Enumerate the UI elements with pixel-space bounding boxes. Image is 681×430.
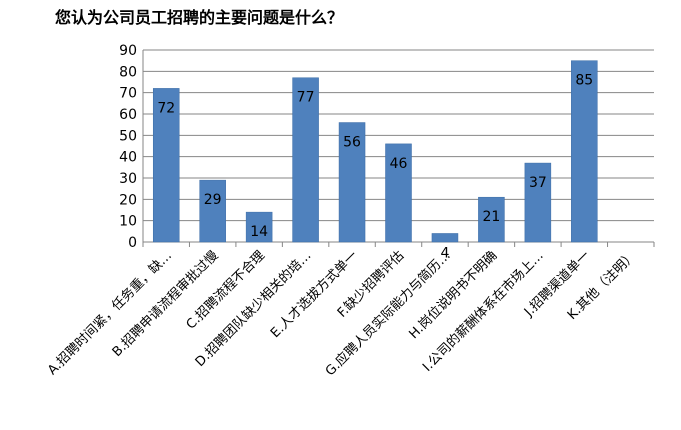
y-tick-label: 70: [119, 86, 137, 102]
data-label: 37: [529, 175, 547, 191]
data-labels: 72 29 14 77 56 46 4 21 37 85: [157, 73, 593, 262]
data-label: 46: [390, 156, 408, 172]
y-tick-label: 0: [128, 235, 137, 251]
bar: [431, 233, 459, 243]
y-tick-label: 90: [119, 43, 137, 59]
bar: [478, 196, 505, 243]
bar: [571, 60, 598, 243]
data-label: 77: [297, 90, 315, 106]
y-tick-label: 10: [119, 214, 137, 230]
y-tick-label: 80: [119, 64, 137, 80]
bar: [292, 77, 319, 243]
y-tick-label: 50: [119, 128, 137, 144]
y-tick-label: 60: [119, 107, 137, 123]
chart-title: 您认为公司员工招聘的主要问题是什么？: [55, 8, 344, 27]
data-label: 56: [343, 135, 361, 151]
x-tick-label: H.岗位说明书不明确: [406, 248, 500, 342]
y-tick-label: 30: [119, 171, 137, 187]
bar: [199, 179, 226, 243]
bars: [152, 60, 598, 243]
x-tick-label: E.人才选拔方式单一: [267, 248, 361, 342]
y-tick-label: 40: [119, 150, 137, 166]
x-axis-labels: A.招聘时间紧，任务重，缺…B.招聘申请流程审批过慢C.招聘流程不合理D.招聘团…: [44, 248, 639, 380]
data-label: 21: [482, 209, 500, 225]
bar: [338, 122, 366, 243]
data-label: 14: [250, 224, 268, 240]
y-tick-label: 20: [119, 192, 137, 208]
bar: [385, 143, 412, 243]
data-label: 29: [204, 192, 222, 208]
y-axis-ticks: 0 10 20 30 40 50 60 70 80 90: [119, 43, 137, 251]
data-label: 72: [157, 100, 175, 116]
bar: [152, 88, 180, 243]
bar: [524, 162, 552, 243]
data-label: 4: [440, 245, 449, 261]
bar: [245, 211, 273, 243]
x-tick-label: C.招聘流程不合理: [184, 248, 268, 332]
data-label: 85: [575, 73, 593, 89]
